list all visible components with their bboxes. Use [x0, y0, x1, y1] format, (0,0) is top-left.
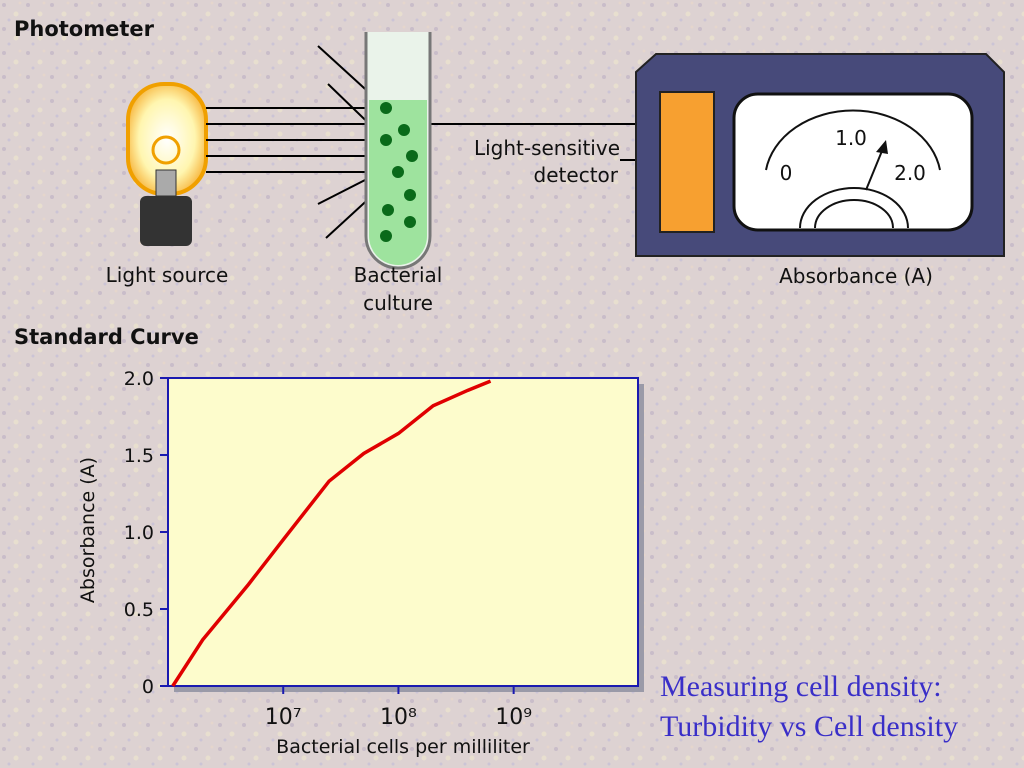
meter-label: 2.0 — [894, 161, 926, 185]
x-tick-label: 10⁸ — [380, 705, 417, 730]
y-axis-label: Absorbance (A) — [77, 457, 99, 603]
detector-label: Light-sensitive — [474, 136, 620, 160]
x-axis-label: Bacterial cells per milliliter — [276, 736, 530, 758]
y-tick-label: 0 — [142, 676, 154, 698]
x-tick-label: 10⁷ — [265, 705, 302, 730]
diagram-title: Photometer — [14, 17, 155, 41]
culture-label: Bacterial — [354, 263, 443, 287]
meter-label: 0 — [780, 161, 793, 185]
y-tick-label: 1.5 — [124, 445, 154, 467]
section-title: Standard Curve — [14, 325, 199, 349]
plot-area — [167, 377, 639, 687]
detector-label: detector — [534, 163, 619, 187]
light-source-label: Light source — [106, 263, 229, 287]
y-tick-label: 0.5 — [124, 599, 154, 621]
meter — [635, 53, 1005, 257]
caption: Measuring cell density: — [660, 670, 942, 703]
meter-caption: Absorbance (A) — [779, 264, 933, 288]
x-tick-label: 10⁹ — [495, 705, 532, 730]
caption: Turbidity vs Cell density — [660, 710, 958, 743]
meter-label: 1.0 — [835, 126, 867, 150]
test-tube — [364, 32, 432, 270]
y-tick-label: 2.0 — [124, 368, 154, 390]
data-line — [171, 379, 492, 687]
culture-label: culture — [363, 291, 433, 315]
y-tick-label: 1.0 — [124, 522, 154, 544]
